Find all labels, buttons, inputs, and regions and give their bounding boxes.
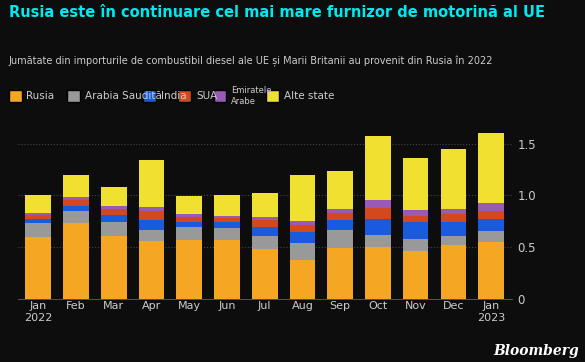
Text: Rusia: Rusia [26, 91, 54, 101]
Bar [290, 260, 315, 299]
Bar [63, 197, 89, 201]
Bar [63, 174, 89, 197]
Bar [479, 219, 504, 231]
Bar [139, 207, 164, 211]
Bar [177, 227, 202, 240]
Bar [290, 225, 315, 232]
Bar [365, 208, 391, 219]
Bar [365, 136, 391, 201]
Bar [252, 220, 277, 227]
Bar [328, 213, 353, 220]
Bar [328, 248, 353, 299]
Bar [101, 206, 126, 209]
Bar [403, 210, 428, 216]
Bar [177, 240, 202, 299]
Bar [441, 222, 466, 236]
Bar [177, 217, 202, 222]
Text: Emiratele
Arabe: Emiratele Arabe [231, 86, 271, 106]
Bar [252, 217, 277, 220]
Text: Jumătate din importurile de combustibil diesel ale UE și Marii Britanii au prove: Jumătate din importurile de combustibil … [9, 56, 493, 67]
Bar [177, 196, 202, 214]
Bar [177, 214, 202, 217]
Bar [403, 158, 428, 210]
Bar [328, 220, 353, 230]
Bar [101, 187, 126, 206]
Bar [479, 203, 504, 211]
Bar [365, 235, 391, 247]
Text: Alte state: Alte state [284, 91, 334, 101]
Bar [139, 230, 164, 241]
Bar [177, 222, 202, 227]
Bar [26, 219, 51, 223]
Bar [63, 201, 89, 206]
Bar [441, 209, 466, 214]
Bar [214, 240, 240, 299]
Bar [214, 195, 240, 216]
Bar [63, 206, 89, 211]
Bar [252, 249, 277, 299]
Bar [328, 172, 353, 209]
Bar [26, 237, 51, 299]
Bar [479, 133, 504, 203]
Bar [214, 218, 240, 222]
Bar [214, 222, 240, 228]
Bar [290, 243, 315, 260]
Text: Arabia Saudită: Arabia Saudită [85, 91, 161, 101]
Text: SUA: SUA [196, 91, 217, 101]
Bar [290, 174, 315, 221]
Bar [403, 239, 428, 251]
Bar [214, 228, 240, 240]
Bar [328, 230, 353, 248]
Bar [139, 160, 164, 207]
Bar [101, 236, 126, 299]
Bar [63, 223, 89, 299]
Bar [26, 215, 51, 219]
Bar [403, 251, 428, 299]
Bar [403, 216, 428, 222]
Bar [290, 232, 315, 243]
Bar [252, 227, 277, 236]
Bar [441, 149, 466, 209]
Bar [328, 209, 353, 213]
Bar [214, 216, 240, 218]
Bar [139, 220, 164, 230]
Bar [403, 222, 428, 239]
Bar [101, 209, 126, 215]
Bar [290, 221, 315, 225]
Bar [139, 211, 164, 220]
Bar [365, 201, 391, 208]
Bar [101, 215, 126, 222]
Bar [101, 222, 126, 236]
Bar [26, 223, 51, 237]
Bar [479, 242, 504, 299]
Bar [365, 219, 391, 235]
Bar [26, 213, 51, 215]
Bar [441, 236, 466, 245]
Bar [479, 211, 504, 219]
Bar [479, 231, 504, 242]
Bar [365, 247, 391, 299]
Text: Bloomberg: Bloomberg [493, 344, 579, 358]
Bar [441, 245, 466, 299]
Bar [252, 193, 277, 217]
Bar [63, 211, 89, 223]
Bar [252, 236, 277, 249]
Bar [139, 241, 164, 299]
Bar [441, 214, 466, 222]
Bar [26, 195, 51, 213]
Text: Rusia este în continuare cel mai mare furnizor de motorină al UE: Rusia este în continuare cel mai mare fu… [9, 5, 545, 20]
Text: India: India [161, 91, 187, 101]
